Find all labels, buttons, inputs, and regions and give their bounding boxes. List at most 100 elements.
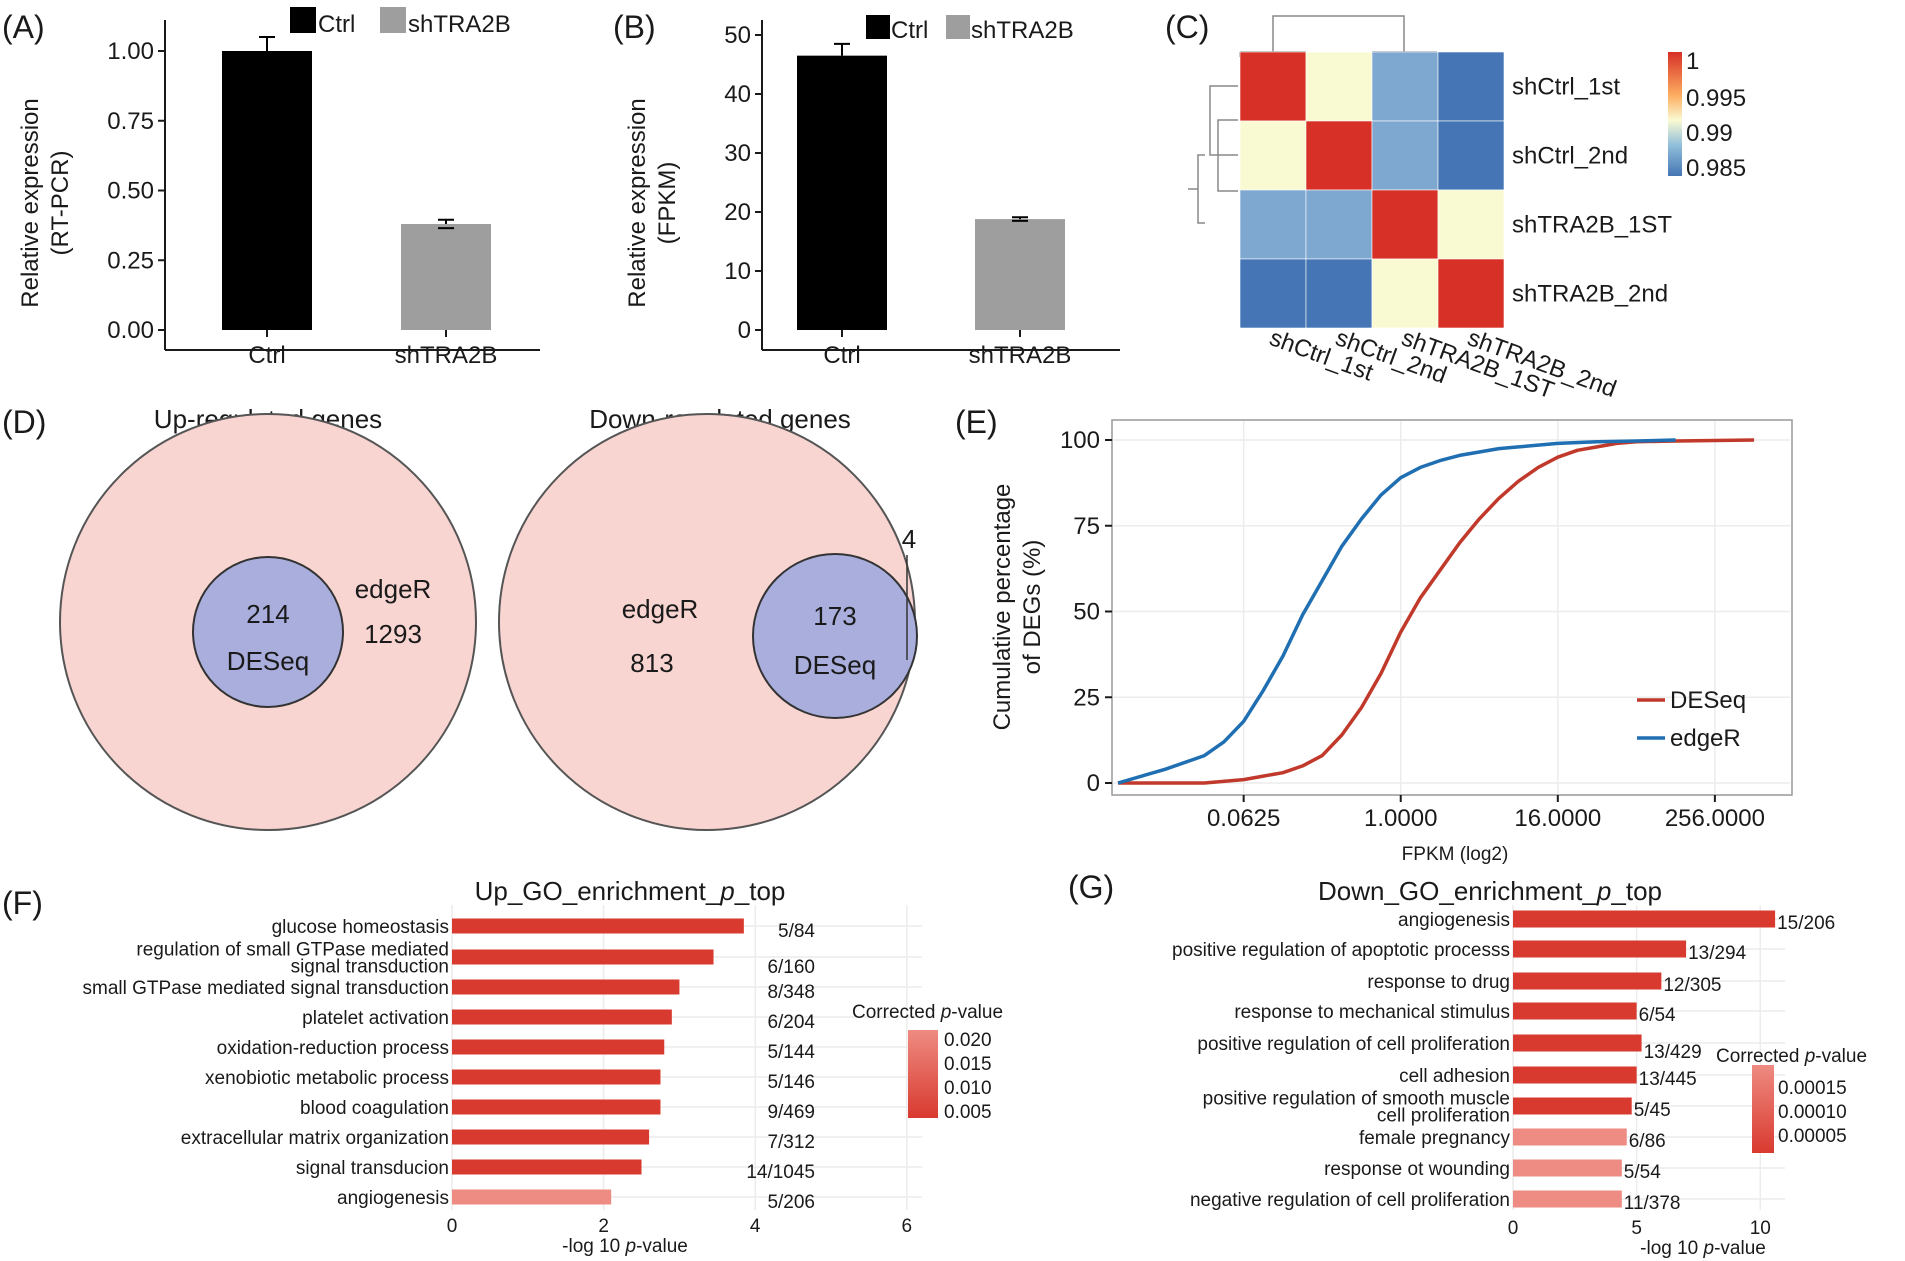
x-tick-label: Ctrl [248, 342, 285, 369]
up-venn: 214 DESeq edgeR 1293 [59, 413, 477, 831]
x-tick-label: 2 [598, 1216, 609, 1237]
count-label: 6/86 [1629, 1131, 1666, 1152]
y-axis-title-1: Relative expression [17, 98, 44, 307]
panel-c: (C) shCtrl_1st shCtrl_2nd shTRA2B_1ST shTRA… [1165, 9, 1746, 405]
colorbar-tick-label: 0.995 [1686, 85, 1746, 112]
x-tick-label: 0 [447, 1216, 458, 1237]
up-deseq-label: DESeq [227, 646, 309, 676]
category-label: small GTPase mediated signal transductio… [83, 978, 449, 999]
bars [452, 918, 744, 1205]
count-label: 13/294 [1688, 943, 1747, 964]
row-label: shCtrl_2nd [1512, 143, 1628, 170]
row-label: shTRA2B_2nd [1512, 281, 1668, 308]
legend-tick-label: 0.00010 [1778, 1102, 1847, 1123]
heatmap-cell [1437, 258, 1505, 329]
category-label: oxidation-reduction process [217, 1038, 449, 1059]
x-ticks: Ctrl shTRA2B [823, 330, 1071, 369]
legend-tick-label: 0.00015 [1778, 1078, 1847, 1099]
y-ticks: 0 10 20 30 40 50 [724, 22, 762, 344]
bar [1513, 1128, 1627, 1146]
x-tick-label: 0 [1508, 1218, 1519, 1239]
category-label: blood coagulation [300, 1098, 449, 1119]
x-axis-title: -log 10 p-value [562, 1236, 688, 1257]
y-tick-label: 40 [724, 81, 751, 108]
y-tick-label: 50 [1073, 599, 1100, 626]
legend-edger-label: edgeR [1670, 725, 1741, 752]
y-tick-label: 100 [1060, 427, 1100, 454]
error-bar [834, 42, 850, 56]
bar [452, 918, 744, 934]
y-tick-label: 20 [724, 199, 751, 226]
panel-g: (G) Down_GO_enrichment_p_top angiogenesi… [1068, 869, 1867, 1259]
up-edger-label: edgeR [355, 574, 432, 604]
bar [452, 1129, 650, 1145]
category-label: signal transducion [296, 1158, 449, 1179]
category-label: signal transduction [291, 957, 449, 978]
legend-ticks: 0.00015 0.00010 0.00005 [1778, 1078, 1847, 1147]
category-label: female pregnancy [1359, 1128, 1511, 1149]
panel-c-label: (C) [1165, 9, 1209, 45]
plot-frame [1111, 419, 1793, 796]
bar [1513, 1097, 1632, 1115]
count-label: 5/146 [767, 1072, 815, 1093]
bar [452, 949, 714, 965]
colorbar-tick-label: 0.985 [1686, 155, 1746, 182]
down-deseq-count: 173 [813, 601, 856, 631]
category-label: positive regulation of apoptotic process… [1172, 940, 1510, 961]
x-tick-label: 16.0000 [1514, 805, 1601, 832]
count-label: 5/45 [1634, 1100, 1671, 1121]
y-axis-title-2: of DEGs (%) [1019, 540, 1046, 675]
down-venn: 4 173 DESeq edgeR 813 [498, 413, 918, 831]
series-line-edger [1117, 438, 1676, 785]
count-label: 6/204 [767, 1012, 815, 1033]
y-ticks: 0.00 0.25 0.50 0.75 1.00 [107, 38, 165, 344]
legend-tick-label: 0.010 [944, 1078, 992, 1099]
top-dendrogram [1239, 15, 1438, 57]
legend: Ctrl shTRA2B [290, 7, 511, 38]
heatmap-cell [1371, 51, 1439, 122]
chart-title: Up_GO_enrichment_p_top [475, 876, 786, 906]
legend-title: Corrected p-value [852, 1002, 1003, 1023]
panel-d-label: (D) [2, 404, 46, 440]
category-label: response ot wounding [1324, 1159, 1510, 1180]
series-lines [1117, 438, 1755, 785]
dendrogram-left-root [1188, 154, 1205, 224]
gridlines [1113, 421, 1790, 794]
count-label: 5/206 [767, 1192, 815, 1213]
panel-a-label: (A) [2, 9, 45, 45]
left-dendrogram [1188, 85, 1238, 224]
y-axis-title-1: Cumulative percentage [989, 484, 1016, 731]
panel-e: (E) 0 25 50 75 100 0.0625 1.0000 16.0000 256.00… [955, 404, 1793, 865]
y-tick-label: 1.00 [107, 38, 154, 65]
heatmap-cell [1371, 120, 1439, 191]
dendrogram-top-root [1272, 15, 1405, 52]
dendrogram-left-branch-2 [1209, 85, 1238, 156]
x-tick-label: shTRA2B [395, 342, 498, 369]
colorbar [1668, 52, 1682, 176]
count-label: 5/144 [767, 1042, 815, 1063]
bar [1513, 1034, 1642, 1052]
count-label: 7/312 [767, 1132, 815, 1153]
category-label: extracellular matrix organization [181, 1128, 449, 1149]
y-tick-label: 10 [724, 258, 751, 285]
panel-d: (D) Up-regulated genes Down-regulated ge… [2, 404, 918, 831]
count-label: 12/305 [1663, 975, 1721, 996]
up-edger-count: 1293 [364, 619, 422, 649]
heatmap-cell [1239, 189, 1307, 260]
row-label: shCtrl_1st [1512, 74, 1620, 101]
legend-ctrl-label: Ctrl [318, 11, 355, 38]
count-labels: 5/84 6/160 8/348 6/204 5/144 5/146 9/469 7/312 1… [746, 921, 815, 1213]
x-tick-label: 6 [902, 1216, 913, 1237]
y-tick-label: 0.50 [107, 178, 154, 205]
category-label: angiogenesis [337, 1188, 449, 1209]
x-tick-label: Ctrl [823, 342, 860, 369]
count-label: 9/469 [767, 1102, 815, 1123]
count-label: 5/54 [1624, 1162, 1661, 1183]
category-label: response to drug [1367, 972, 1510, 993]
y-axis-title-2: (RT-PCR) [47, 151, 74, 256]
down-deseq-label: DESeq [794, 650, 876, 680]
count-label: 14/1045 [746, 1162, 815, 1183]
count-labels: 15/206 13/294 12/305 6/54 13/429 13/445 5/45 6/… [1624, 913, 1835, 1214]
